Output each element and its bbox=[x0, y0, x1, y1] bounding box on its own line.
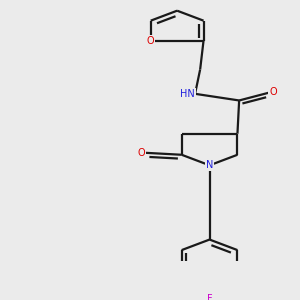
Text: O: O bbox=[269, 87, 277, 97]
Text: N: N bbox=[206, 160, 213, 170]
Text: O: O bbox=[147, 36, 154, 46]
Text: O: O bbox=[137, 148, 145, 158]
Text: HN: HN bbox=[180, 89, 195, 99]
Text: F: F bbox=[207, 294, 212, 300]
